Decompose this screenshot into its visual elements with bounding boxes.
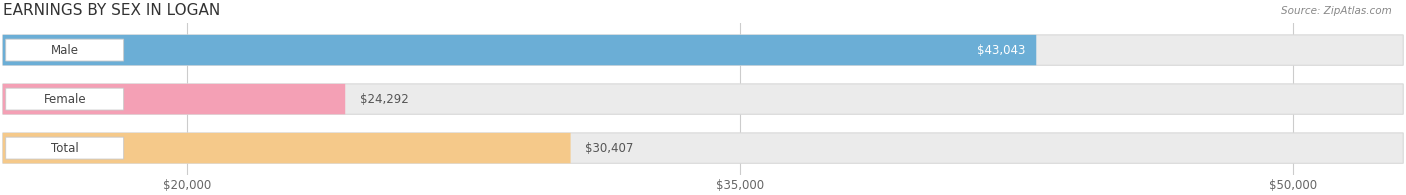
Text: Female: Female [44, 93, 86, 105]
FancyBboxPatch shape [6, 137, 124, 159]
FancyBboxPatch shape [6, 88, 124, 110]
Text: $24,292: $24,292 [360, 93, 409, 105]
Text: Source: ZipAtlas.com: Source: ZipAtlas.com [1281, 6, 1392, 16]
FancyBboxPatch shape [3, 35, 1036, 65]
FancyBboxPatch shape [3, 84, 346, 114]
Text: EARNINGS BY SEX IN LOGAN: EARNINGS BY SEX IN LOGAN [3, 3, 219, 18]
Text: Total: Total [51, 142, 79, 155]
FancyBboxPatch shape [3, 84, 1403, 114]
FancyBboxPatch shape [3, 35, 1403, 65]
Text: Male: Male [51, 43, 79, 57]
FancyBboxPatch shape [3, 133, 571, 163]
FancyBboxPatch shape [3, 133, 1403, 163]
Text: $43,043: $43,043 [977, 43, 1025, 57]
FancyBboxPatch shape [6, 39, 124, 61]
Text: $30,407: $30,407 [585, 142, 634, 155]
